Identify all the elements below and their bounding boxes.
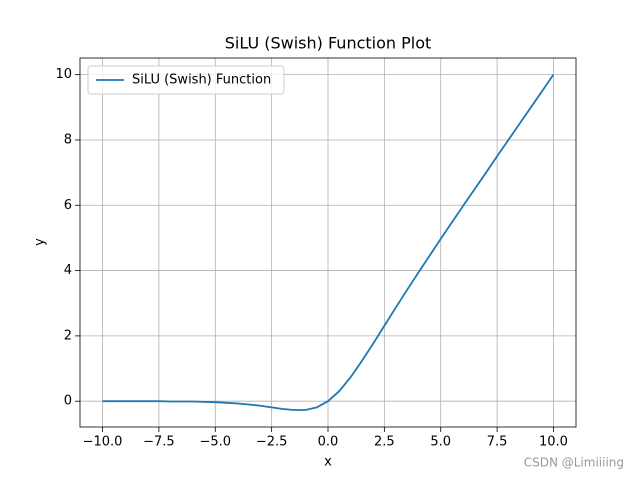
x-tick-label: −2.5	[256, 435, 288, 450]
watermark: CSDN @Limiiiing	[524, 456, 624, 470]
y-tick-label: 6	[64, 198, 72, 213]
y-tick-label: 2	[64, 328, 72, 343]
plot-frame	[79, 57, 577, 428]
x-tick-label: −10.0	[83, 435, 123, 450]
x-axis-label: x	[324, 455, 332, 470]
y-tick-label: 10	[55, 67, 72, 82]
x-tick-label: 5.0	[430, 435, 451, 450]
x-tick-label: 10.0	[539, 435, 568, 450]
y-tick-label: 8	[64, 132, 72, 147]
series-line	[102, 74, 555, 411]
legend-label: SiLU (Swish) Function	[132, 73, 271, 88]
x-tick-label: −7.5	[143, 435, 175, 450]
chart-title: SiLU (Swish) Function Plot	[225, 34, 432, 53]
x-tick-label: 7.5	[487, 435, 508, 450]
y-tick-label: 4	[64, 263, 72, 278]
x-tick-label: −5.0	[199, 435, 231, 450]
y-axis-label: y	[33, 238, 48, 246]
x-tick-label: 2.5	[374, 435, 395, 450]
y-tick-label: 0	[64, 394, 72, 409]
legend-box	[87, 65, 285, 95]
x-tick-label: 0.0	[318, 435, 339, 450]
